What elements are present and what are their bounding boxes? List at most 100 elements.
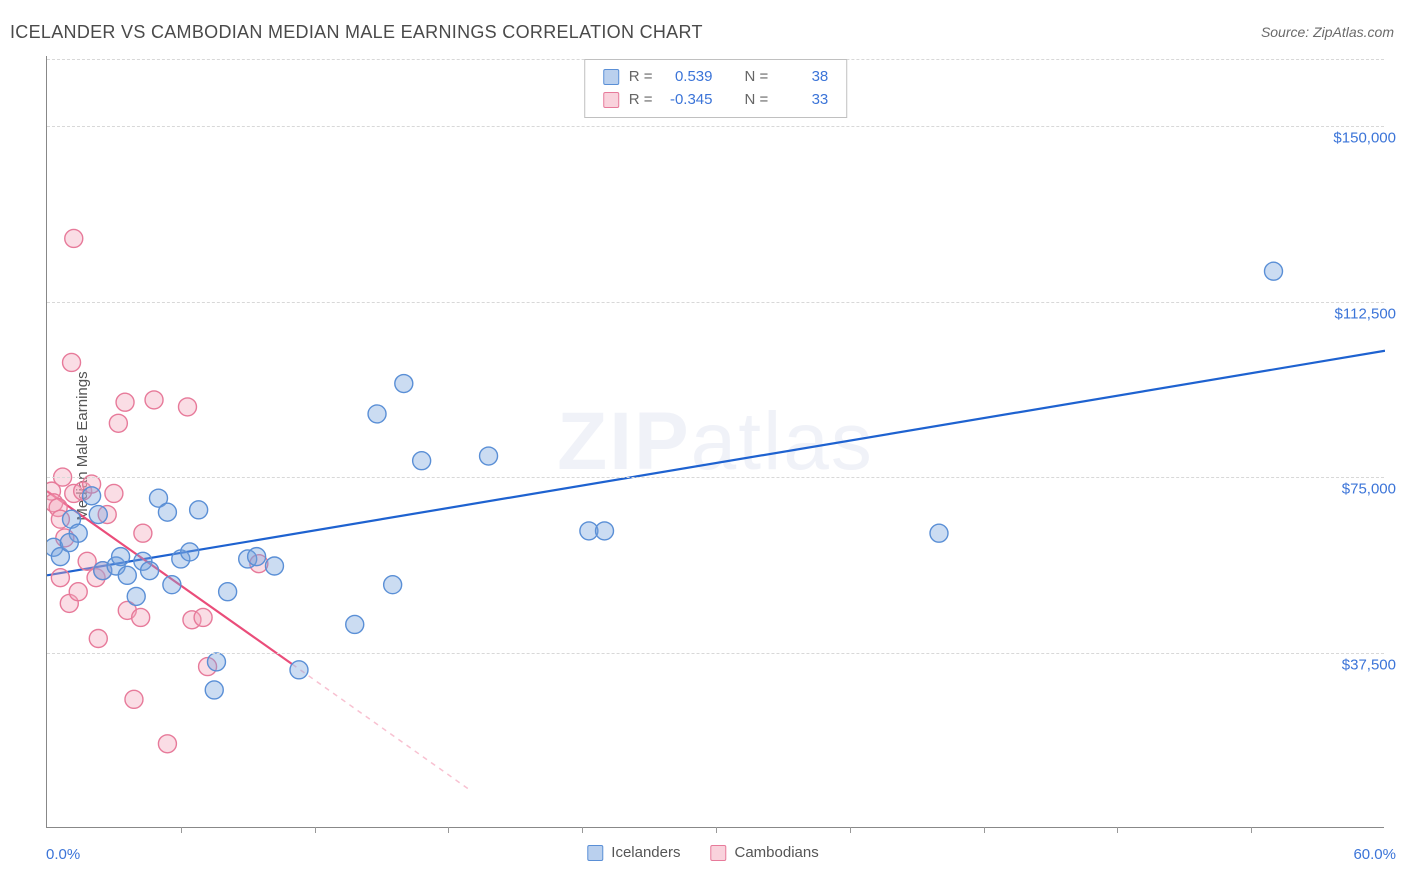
- plot-area: ZIPatlas R = 0.539 N = 38 R = -0.345 N =: [46, 56, 1384, 828]
- scatter-point: [116, 393, 134, 411]
- y-tick-label: $75,000: [1342, 481, 1396, 498]
- x-tick: [716, 827, 717, 833]
- gridline: [47, 302, 1384, 303]
- scatter-point: [98, 506, 116, 524]
- x-tick: [1251, 827, 1252, 833]
- scatter-point: [395, 375, 413, 393]
- gridline: [47, 126, 1384, 127]
- x-tick: [850, 827, 851, 833]
- scatter-point: [207, 653, 225, 671]
- scatter-point: [141, 562, 159, 580]
- scatter-point: [199, 658, 217, 676]
- scatter-point: [118, 601, 136, 619]
- scatter-point: [107, 557, 125, 575]
- scatter-point: [134, 524, 152, 542]
- scatter-point: [65, 229, 83, 247]
- scatter-point: [112, 548, 130, 566]
- scatter-point: [60, 534, 78, 552]
- x-tick: [1117, 827, 1118, 833]
- y-tick-label: $150,000: [1333, 130, 1396, 147]
- scatter-point: [265, 557, 283, 575]
- scatter-point: [205, 681, 223, 699]
- scatter-point: [94, 562, 112, 580]
- gridline: [47, 653, 1384, 654]
- chart-container: ICELANDER VS CAMBODIAN MEDIAN MALE EARNI…: [0, 0, 1406, 892]
- y-tick-label: $112,500: [1335, 305, 1396, 322]
- watermark: ZIPatlas: [557, 395, 874, 489]
- legend-item-cambodians: Cambodians: [711, 844, 819, 861]
- scatter-point: [346, 615, 364, 633]
- scatter-point: [290, 661, 308, 679]
- scatter-point: [190, 501, 208, 519]
- scatter-point: [127, 587, 145, 605]
- scatter-point: [368, 405, 386, 423]
- swatch-icon: [587, 845, 603, 861]
- scatter-point: [47, 482, 60, 500]
- scatter-point: [69, 524, 87, 542]
- scatter-point: [78, 552, 96, 570]
- scatter-point: [194, 608, 212, 626]
- scatter-point: [132, 608, 150, 626]
- scatter-point: [89, 630, 107, 648]
- scatter-point: [158, 735, 176, 753]
- scatter-point: [47, 494, 63, 512]
- scatter-point: [163, 576, 181, 594]
- scatter-point: [134, 552, 152, 570]
- scatter-point: [63, 353, 81, 371]
- scatter-svg: [47, 56, 1385, 828]
- scatter-point: [250, 555, 268, 573]
- scatter-point: [105, 484, 123, 502]
- x-tick: [582, 827, 583, 833]
- x-axis-right-label: 60.0%: [1353, 846, 1396, 863]
- scatter-point: [413, 452, 431, 470]
- x-axis-left-label: 0.0%: [46, 846, 80, 863]
- scatter-point: [118, 566, 136, 584]
- scatter-point: [125, 690, 143, 708]
- x-tick: [315, 827, 316, 833]
- stats-row-cambodians: R = -0.345 N = 33: [603, 89, 829, 112]
- x-tick: [181, 827, 182, 833]
- trend-line: [292, 664, 470, 790]
- scatter-point: [384, 576, 402, 594]
- scatter-point: [56, 529, 74, 547]
- scatter-point: [63, 510, 81, 528]
- scatter-point: [596, 522, 614, 540]
- legend: Icelanders Cambodians: [587, 844, 818, 861]
- scatter-point: [109, 414, 127, 432]
- scatter-point: [480, 447, 498, 465]
- y-tick-label: $37,500: [1342, 656, 1396, 673]
- scatter-point: [60, 594, 78, 612]
- scatter-point: [150, 489, 168, 507]
- scatter-point: [181, 543, 199, 561]
- scatter-point: [87, 569, 105, 587]
- source-label: Source: ZipAtlas.com: [1261, 24, 1394, 40]
- scatter-point: [89, 506, 107, 524]
- scatter-point: [83, 487, 101, 505]
- scatter-point: [239, 550, 257, 568]
- stats-box: R = 0.539 N = 38 R = -0.345 N = 33: [584, 59, 848, 118]
- scatter-point: [74, 482, 92, 500]
- scatter-point: [145, 391, 163, 409]
- scatter-point: [49, 499, 67, 517]
- gridline: [47, 477, 1384, 478]
- swatch-icon: [603, 69, 619, 85]
- scatter-point: [580, 522, 598, 540]
- scatter-point: [51, 569, 69, 587]
- legend-item-icelanders: Icelanders: [587, 844, 680, 861]
- trend-line: [47, 491, 292, 664]
- swatch-icon: [711, 845, 727, 861]
- scatter-point: [51, 510, 69, 528]
- scatter-point: [248, 548, 266, 566]
- scatter-point: [178, 398, 196, 416]
- scatter-point: [47, 538, 63, 556]
- scatter-point: [183, 611, 201, 629]
- scatter-point: [158, 503, 176, 521]
- scatter-point: [65, 484, 83, 502]
- x-tick: [448, 827, 449, 833]
- scatter-point: [219, 583, 237, 601]
- scatter-point: [172, 550, 190, 568]
- chart-title: ICELANDER VS CAMBODIAN MEDIAN MALE EARNI…: [10, 22, 703, 43]
- scatter-point: [1265, 262, 1283, 280]
- trend-line: [47, 351, 1385, 576]
- scatter-point: [69, 583, 87, 601]
